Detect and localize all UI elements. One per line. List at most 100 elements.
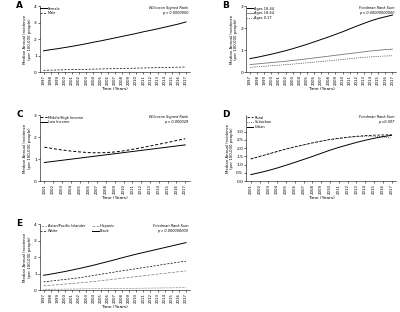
Rural	[389, 133, 394, 137]
Text: C: C	[16, 110, 23, 119]
Urban	[380, 135, 385, 139]
Female	[77, 43, 82, 47]
Ages 18-64	[283, 59, 288, 63]
White	[70, 277, 74, 280]
Legend: Middle/High Income, Low Income: Middle/High Income, Low Income	[40, 115, 83, 124]
White	[56, 278, 60, 282]
Line: Middle/High Income: Middle/High Income	[44, 139, 185, 153]
White	[62, 278, 67, 281]
Ages 0-17	[369, 55, 374, 59]
Low Income	[112, 152, 117, 156]
White	[141, 266, 146, 270]
Asian/Pacific Islander	[62, 287, 67, 291]
Asian/Pacific Islander	[134, 286, 138, 290]
Rural	[257, 154, 262, 158]
Black	[155, 247, 160, 251]
X-axis label: Time (Years): Time (Years)	[102, 196, 128, 200]
White	[176, 260, 181, 264]
Ages 18-44	[390, 13, 395, 17]
Female	[105, 37, 110, 41]
Black	[48, 272, 53, 276]
Suburban	[248, 157, 253, 161]
Female	[112, 36, 117, 40]
Female	[41, 49, 46, 53]
Ages 0-17	[304, 61, 309, 65]
Ages 18-64	[255, 62, 260, 66]
Female	[120, 35, 124, 38]
Ages 18-44	[376, 17, 380, 21]
Line: Asian/Pacific Islander: Asian/Pacific Islander	[44, 288, 186, 289]
Low Income	[139, 149, 144, 152]
Ages 18-44	[255, 56, 260, 59]
Black	[169, 244, 174, 248]
Urban	[328, 148, 332, 152]
Black	[105, 260, 110, 263]
Ages 18-44	[262, 54, 267, 58]
Low Income	[95, 154, 100, 158]
Ages 18-64	[340, 52, 345, 56]
Ages 18-64	[347, 52, 352, 56]
Line: Male: Male	[44, 67, 186, 70]
Ages 0-17	[298, 61, 302, 65]
Ages 18-44	[269, 52, 274, 56]
Urban	[372, 136, 376, 140]
Low Income	[148, 148, 152, 151]
Low Income	[42, 161, 47, 164]
Black	[41, 273, 46, 277]
Ages 18-64	[248, 63, 252, 66]
White	[120, 269, 124, 273]
Male	[169, 66, 174, 69]
Asian/Pacific Islander	[91, 287, 96, 291]
Asian/Pacific Islander	[184, 286, 188, 290]
Black	[112, 258, 117, 262]
Line: Ages 18-44: Ages 18-44	[250, 15, 392, 59]
White	[98, 272, 103, 276]
Rural	[248, 157, 253, 161]
White	[169, 261, 174, 265]
Hispanic	[84, 280, 89, 284]
Male	[176, 65, 181, 69]
Asian/Pacific Islander	[127, 286, 132, 290]
Line: Hispanic: Hispanic	[44, 271, 186, 286]
Line: Rural: Rural	[251, 135, 392, 159]
Asian/Pacific Islander	[148, 286, 153, 290]
Male	[162, 66, 167, 69]
Low Income	[51, 159, 56, 163]
Low Income	[60, 158, 64, 162]
Suburban	[372, 134, 376, 138]
Rural	[319, 139, 324, 143]
Ages 0-17	[269, 64, 274, 67]
Asian/Pacific Islander	[169, 286, 174, 290]
Urban	[389, 134, 394, 137]
Female	[91, 40, 96, 44]
Suburban	[284, 147, 288, 151]
Ages 18-44	[340, 30, 345, 34]
Ages 0-17	[248, 66, 252, 69]
Ages 18-64	[326, 54, 331, 58]
Urban	[301, 158, 306, 161]
Urban	[345, 143, 350, 147]
Female	[148, 28, 153, 32]
Suburban	[319, 139, 324, 143]
Black	[70, 268, 74, 272]
Ages 18-44	[276, 51, 281, 54]
Ages 18-44	[298, 45, 302, 48]
Suburban	[310, 141, 315, 145]
Middle/High Income	[174, 139, 179, 142]
Low Income	[183, 143, 188, 147]
Male	[77, 68, 82, 71]
Black	[176, 242, 181, 246]
Text: Friedman Rank Sum
p < 0.000000000: Friedman Rank Sum p < 0.000000000	[152, 224, 188, 233]
Legend: Female, Male: Female, Male	[40, 7, 61, 15]
Black	[98, 261, 103, 265]
Middle/High Income	[77, 150, 82, 154]
Text: Friedman Rank Sum
p <0.007: Friedman Rank Sum p <0.007	[359, 115, 394, 124]
Ages 18-64	[354, 51, 359, 55]
Hispanic	[112, 277, 117, 281]
White	[148, 265, 153, 268]
Urban	[363, 139, 368, 142]
Ages 0-17	[319, 60, 324, 63]
Low Income	[86, 155, 91, 159]
Male	[70, 68, 74, 71]
Low Income	[68, 157, 73, 161]
